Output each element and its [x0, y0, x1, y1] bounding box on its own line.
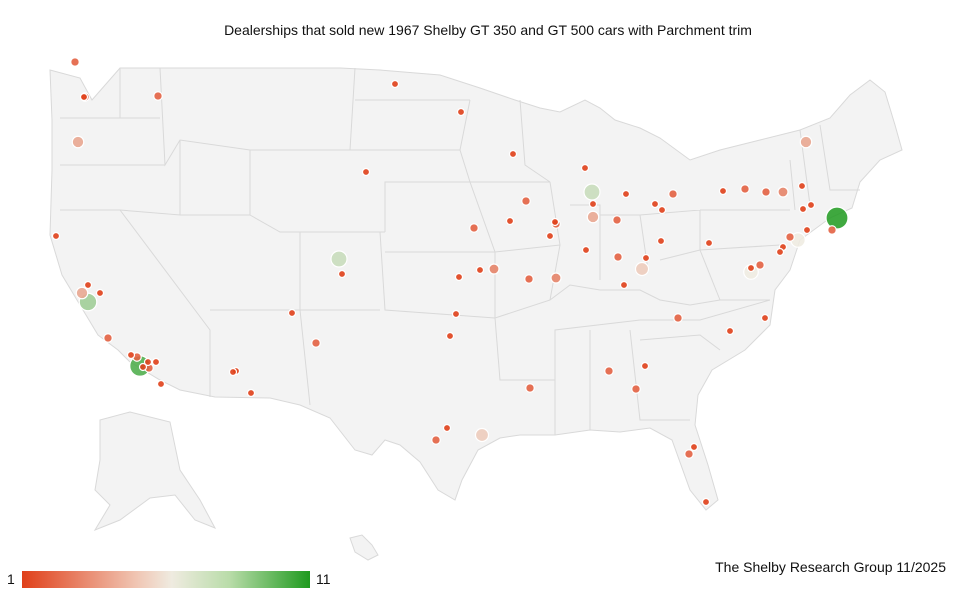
dealer-bubble	[760, 313, 770, 323]
dealer-bubble	[684, 449, 694, 459]
dealer-bubble	[761, 187, 771, 197]
dealer-bubble	[151, 357, 161, 367]
dealer-bubble	[550, 217, 560, 227]
dealer-bubble	[580, 163, 590, 173]
dealer-bubble	[755, 260, 765, 270]
dealer-bubble	[337, 269, 347, 279]
dealer-bubble	[797, 181, 807, 191]
dealer-bubble	[806, 200, 816, 210]
dealer-bubble	[475, 265, 485, 275]
dealer-bubble	[777, 186, 789, 198]
dealer-bubble	[70, 57, 80, 67]
dealer-bubble	[521, 196, 531, 206]
dealer-bubble	[442, 423, 452, 433]
state-lines	[60, 67, 860, 435]
dealer-bubble	[51, 231, 61, 241]
dealer-bubble	[619, 280, 629, 290]
dealer-bubble	[785, 232, 795, 242]
dealer-bubble	[126, 350, 136, 360]
dealer-bubble	[287, 308, 297, 318]
hawaii-outline	[349, 534, 379, 561]
legend-max-label: 11	[316, 571, 331, 587]
dealer-bubble	[621, 189, 631, 199]
dealer-bubble	[701, 497, 711, 507]
dealer-bubble	[718, 186, 728, 196]
legend-color-bar	[22, 571, 310, 588]
dealer-bubble	[246, 388, 256, 398]
dealer-bubble	[431, 435, 441, 445]
dealer-bubble	[454, 272, 464, 282]
dealer-bubble	[689, 442, 699, 452]
dealer-bubble	[153, 91, 163, 101]
dealer-bubble	[673, 313, 683, 323]
state-boundaries	[49, 67, 903, 561]
dealer-bubble	[103, 333, 113, 343]
dealer-bubble	[725, 326, 735, 336]
dealer-bubble	[746, 263, 756, 273]
dealer-bubble	[469, 223, 479, 233]
dealer-bubble	[474, 427, 490, 443]
dealer-bubble	[613, 252, 623, 262]
dealer-bubble	[827, 225, 837, 235]
dealer-bubble	[657, 205, 667, 215]
dealer-bubble	[311, 338, 321, 348]
dealer-bubble	[802, 225, 812, 235]
dealer-bubble	[138, 362, 148, 372]
dealer-bubble	[704, 238, 714, 248]
dealer-bubble	[545, 231, 555, 241]
dealer-bubble	[228, 367, 238, 377]
dealer-bubble	[390, 79, 400, 89]
dealer-bubble	[641, 253, 651, 263]
dealer-bubble	[550, 272, 562, 284]
dealer-bubble	[143, 357, 153, 367]
dealer-bubble	[583, 183, 601, 201]
dealer-bubble	[156, 379, 166, 389]
dealer-bubble	[668, 189, 678, 199]
legend-min-label: 1	[7, 571, 15, 587]
dealer-bubble	[79, 92, 89, 102]
dealer-bubble	[798, 204, 808, 214]
dealer-bubble	[361, 167, 371, 177]
dealer-bubble	[825, 206, 849, 230]
dealer-bubble	[75, 286, 89, 300]
dealer-bubble	[83, 280, 93, 290]
dealer-bubble	[588, 199, 598, 209]
dealer-bubble	[505, 216, 515, 226]
dealer-bubble	[640, 361, 650, 371]
dealer-bubble	[650, 199, 660, 209]
dealer-bubble	[330, 250, 348, 268]
dealer-bubble	[95, 288, 105, 298]
contiguous-us-outline	[49, 67, 903, 511]
dealer-bubble	[445, 331, 455, 341]
dealer-bubble	[524, 274, 534, 284]
dealer-bubble	[656, 236, 666, 246]
dealer-bubble	[631, 384, 641, 394]
dealer-bubble	[525, 383, 535, 393]
dealer-bubble	[581, 245, 591, 255]
dealer-bubble	[740, 184, 750, 194]
dealer-bubble	[71, 135, 85, 149]
dealer-bubble	[456, 107, 466, 117]
map-title: Dealerships that sold new 1967 Shelby GT…	[224, 22, 752, 38]
dealer-bubble	[451, 309, 461, 319]
alaska-outline	[93, 411, 217, 532]
dealer-bubble	[634, 261, 650, 277]
dealer-bubble	[612, 215, 622, 225]
dealer-bubble	[586, 210, 600, 224]
dealer-bubble	[508, 149, 518, 159]
credit-text: The Shelby Research Group 11/2025	[715, 559, 946, 575]
dealer-bubbles	[51, 57, 849, 507]
dealer-bubble	[488, 263, 500, 275]
dealer-bubble	[799, 135, 813, 149]
dealer-bubble	[604, 366, 614, 376]
dealer-bubble	[775, 247, 785, 257]
